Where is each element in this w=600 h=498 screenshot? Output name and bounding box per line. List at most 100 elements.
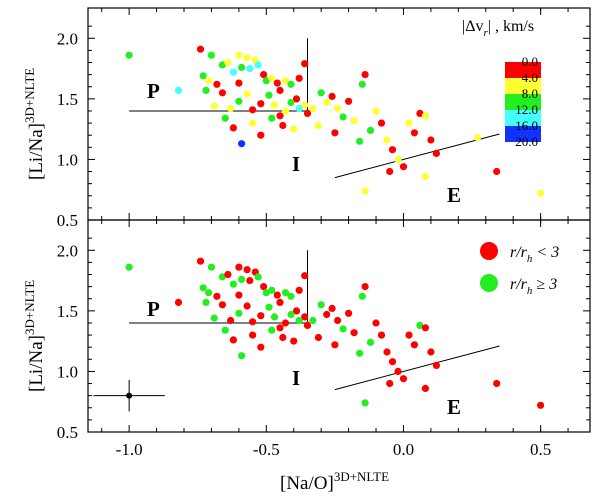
data-point bbox=[323, 310, 331, 319]
data-point bbox=[213, 80, 221, 88]
data-point bbox=[257, 100, 265, 108]
boundary-line-1 bbox=[334, 345, 500, 391]
colorbar-label: 12.0 bbox=[515, 102, 538, 117]
data-point bbox=[276, 86, 284, 94]
data-point bbox=[309, 316, 317, 325]
data-point bbox=[254, 273, 262, 281]
data-point bbox=[361, 283, 369, 291]
data-point bbox=[174, 298, 183, 306]
data-point bbox=[361, 71, 369, 79]
y-tick-label: 0.5 bbox=[57, 211, 78, 230]
data-point bbox=[537, 189, 545, 197]
data-point bbox=[287, 292, 295, 300]
data-point bbox=[238, 140, 246, 148]
data-point bbox=[281, 319, 290, 327]
top-panel-points bbox=[125, 45, 545, 197]
data-point bbox=[227, 104, 235, 113]
data-point bbox=[331, 129, 339, 137]
data-point bbox=[249, 331, 257, 339]
data-point bbox=[421, 324, 429, 332]
boundary-line-1 bbox=[334, 133, 500, 179]
x-tick-label: 0.0 bbox=[393, 440, 414, 459]
data-point bbox=[268, 74, 276, 82]
data-point bbox=[339, 325, 347, 333]
data-point bbox=[257, 343, 265, 351]
data-point bbox=[246, 277, 254, 285]
data-point bbox=[205, 289, 213, 297]
y-tick-label: 1.5 bbox=[57, 90, 78, 109]
data-point bbox=[174, 86, 183, 94]
data-point bbox=[238, 275, 246, 283]
data-point bbox=[218, 273, 226, 281]
data-point bbox=[303, 321, 312, 329]
data-point bbox=[377, 331, 386, 339]
bottom-panel-points bbox=[125, 257, 545, 409]
data-point bbox=[287, 98, 295, 107]
data-point bbox=[227, 316, 235, 325]
data-point bbox=[295, 286, 303, 294]
data-point bbox=[427, 136, 435, 144]
data-point bbox=[229, 124, 237, 132]
data-point bbox=[323, 98, 331, 107]
y-tick-label: 1.0 bbox=[57, 362, 78, 381]
data-point bbox=[432, 149, 440, 157]
data-point bbox=[309, 104, 317, 113]
data-point bbox=[281, 107, 290, 115]
y-tick-label: 1.0 bbox=[57, 150, 78, 169]
data-point bbox=[292, 95, 301, 103]
bottom-panel: 0.5 1.0 1.5 2.0 -1.0 -0.5 0.0 0.5 P I E [Li/Na]… bbox=[22, 219, 591, 494]
data-point bbox=[246, 65, 254, 73]
data-point bbox=[268, 114, 276, 122]
data-point bbox=[235, 97, 243, 105]
data-point bbox=[276, 112, 284, 120]
data-point bbox=[350, 117, 358, 125]
y-tick-label: 2.0 bbox=[57, 241, 78, 260]
data-point bbox=[473, 134, 482, 142]
data-point bbox=[210, 102, 218, 110]
data-point bbox=[243, 90, 251, 98]
data-point bbox=[273, 79, 281, 87]
data-point bbox=[350, 329, 358, 337]
data-point bbox=[295, 104, 303, 113]
data-point bbox=[268, 326, 276, 334]
data-point bbox=[196, 257, 205, 265]
colorbar-segment bbox=[505, 62, 541, 78]
data-point bbox=[345, 97, 353, 105]
data-point bbox=[361, 399, 369, 407]
data-point bbox=[254, 61, 262, 69]
y-tick-label: 2.0 bbox=[57, 29, 78, 48]
data-point bbox=[262, 289, 270, 297]
data-point bbox=[493, 167, 501, 176]
bottom-y-axis-title: [Li/Na]3D+NLTE bbox=[22, 280, 47, 392]
data-point bbox=[224, 58, 232, 67]
bottom-panel-ticks bbox=[88, 220, 590, 433]
data-point bbox=[229, 68, 237, 76]
colorbar-segment bbox=[505, 94, 541, 110]
data-point bbox=[199, 72, 207, 80]
data-point bbox=[386, 167, 394, 176]
data-point bbox=[372, 319, 380, 327]
data-point bbox=[383, 348, 391, 356]
colorbar-segment bbox=[505, 78, 541, 94]
data-point bbox=[394, 367, 402, 375]
y-tick-label: 1.5 bbox=[57, 302, 78, 321]
data-point bbox=[366, 338, 375, 346]
data-point bbox=[235, 79, 243, 87]
data-point bbox=[221, 114, 229, 122]
data-point bbox=[356, 137, 364, 145]
data-point bbox=[366, 126, 375, 134]
data-point bbox=[345, 309, 353, 317]
data-point bbox=[281, 289, 290, 297]
data-point bbox=[218, 61, 226, 69]
data-point bbox=[287, 80, 295, 88]
legend-label-outer: r/rh ≥ 3 bbox=[510, 276, 557, 297]
x-tick-label: -0.5 bbox=[253, 440, 280, 459]
data-point bbox=[388, 146, 397, 154]
data-point bbox=[399, 163, 408, 171]
data-point bbox=[432, 361, 440, 369]
data-point bbox=[292, 307, 301, 315]
data-point bbox=[224, 270, 232, 279]
legend-label-inner: r/rh < 3 bbox=[510, 244, 559, 265]
colorbar-segment bbox=[505, 110, 541, 126]
